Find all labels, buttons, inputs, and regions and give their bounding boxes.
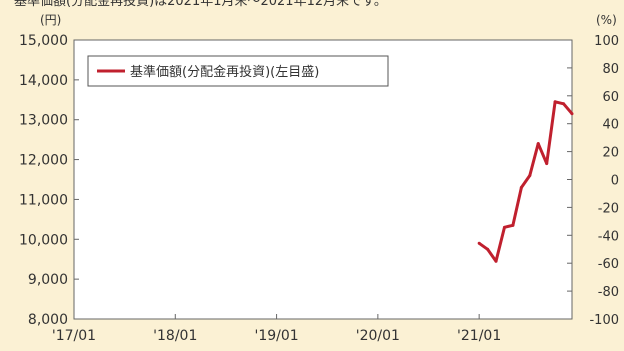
x-axis: '17/01 '18/01 '19/01 '20/01 '21/01 <box>52 314 501 344</box>
data-point <box>570 112 574 116</box>
left-tick-label: 13,000 <box>19 113 68 129</box>
data-point <box>553 100 557 104</box>
right-tick-label: 80 <box>602 62 619 77</box>
left-tick-label: 9,000 <box>28 272 68 288</box>
right-tick-label: -40 <box>598 229 619 244</box>
x-tick-label: '20/01 <box>356 328 400 344</box>
data-point <box>502 225 506 229</box>
x-tick-label: '19/01 <box>254 328 298 344</box>
series-layer <box>477 100 574 263</box>
right-axis: -100 -80 -60 -40 -20 0 20 40 60 80 100 <box>567 34 619 328</box>
right-axis-unit: (%) <box>596 13 617 27</box>
left-tick-label: 15,000 <box>19 33 68 49</box>
legend: 基準価額(分配金再投資)(左目盛) <box>87 55 389 87</box>
left-axis-unit: (円) <box>40 13 61 27</box>
data-point <box>511 223 515 227</box>
right-tick-label: -80 <box>598 285 619 300</box>
right-tick-label: -60 <box>598 257 619 272</box>
data-point <box>562 102 566 106</box>
right-tick-label: -20 <box>598 201 619 216</box>
header-text: 基準価額(分配金再投資)は2021年1月末～2021年12月末です。 <box>14 0 387 9</box>
left-tick-label: 11,000 <box>19 192 68 208</box>
x-tick-label: '17/01 <box>52 328 96 344</box>
data-point <box>519 185 523 189</box>
data-point <box>494 259 498 263</box>
legend-box <box>87 55 389 87</box>
left-tick-label: 12,000 <box>19 153 68 169</box>
data-point <box>545 162 549 166</box>
data-point <box>477 241 481 245</box>
left-tick-label: 8,000 <box>28 312 68 328</box>
left-tick-label: 10,000 <box>19 232 68 248</box>
left-axis: 8,000 9,000 10,000 11,000 12,000 13,000 14,000… <box>19 33 79 328</box>
left-tick-label: 14,000 <box>19 73 68 89</box>
right-tick-label: 60 <box>602 90 619 105</box>
data-point <box>486 247 490 251</box>
right-tick-label: 40 <box>602 118 619 133</box>
legend-label: 基準価額(分配金再投資)(左目盛) <box>130 64 319 80</box>
data-point <box>536 142 540 146</box>
data-point <box>528 174 532 178</box>
right-tick-label: 0 <box>611 174 619 189</box>
x-tick-label: '18/01 <box>153 328 197 344</box>
right-tick-label: 20 <box>602 146 619 161</box>
right-tick-label: 100 <box>594 34 619 49</box>
right-tick-label: -100 <box>589 313 619 328</box>
x-tick-label: '21/01 <box>457 328 501 344</box>
